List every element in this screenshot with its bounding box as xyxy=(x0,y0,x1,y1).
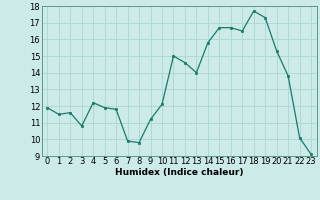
X-axis label: Humidex (Indice chaleur): Humidex (Indice chaleur) xyxy=(115,168,244,177)
